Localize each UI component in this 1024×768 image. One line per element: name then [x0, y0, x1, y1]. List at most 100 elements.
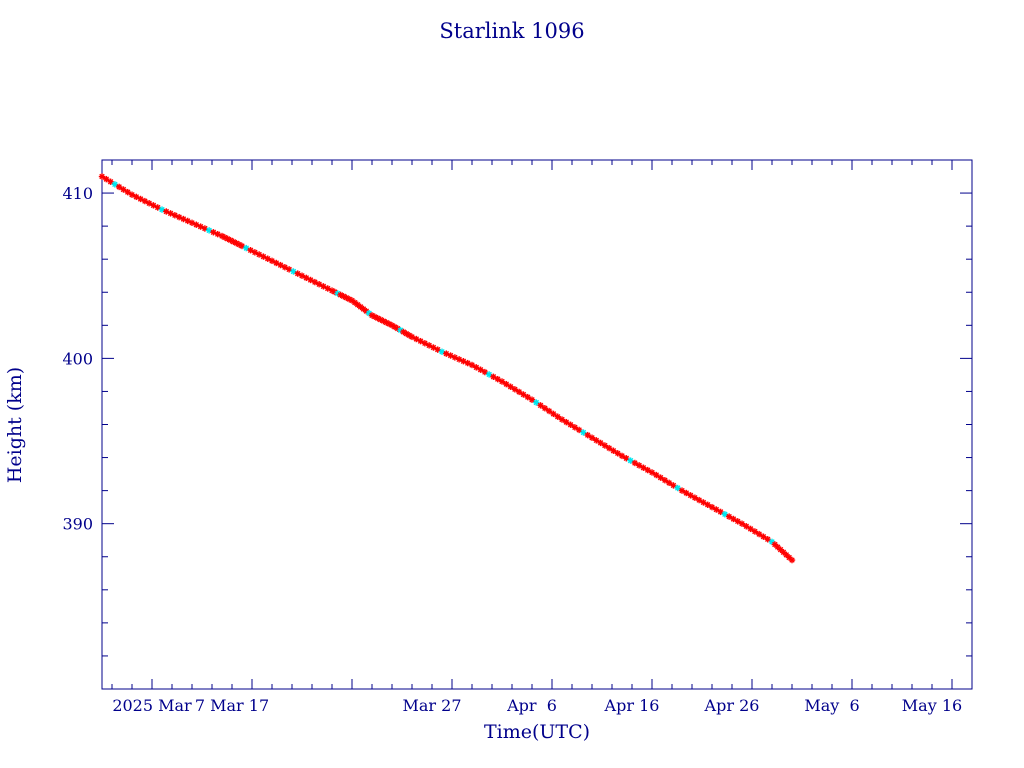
data-point — [98, 173, 106, 180]
data-point — [725, 513, 733, 520]
data-point — [691, 494, 699, 501]
data-point — [665, 479, 673, 487]
x-tick-label: May 6 — [804, 696, 859, 715]
data-point — [734, 518, 741, 525]
series-line — [101, 176, 793, 561]
data-point — [511, 386, 519, 393]
data-point — [468, 361, 476, 369]
data-point — [545, 407, 553, 415]
data-point — [103, 175, 110, 183]
x-tick-label: Apr 16 — [604, 696, 660, 715]
data-point — [481, 368, 489, 376]
data-point — [120, 186, 127, 193]
data-point — [614, 450, 621, 457]
y-axis-label: Height (km) — [4, 367, 26, 483]
data-point — [520, 391, 527, 398]
data-point — [473, 364, 480, 371]
data-point — [593, 437, 600, 444]
data-point — [644, 466, 651, 474]
data-marks — [98, 173, 796, 564]
data-point — [251, 249, 259, 256]
data-point — [678, 487, 686, 494]
data-point — [124, 188, 131, 196]
data-point — [498, 378, 506, 385]
data-point — [528, 396, 536, 403]
data-point — [683, 489, 690, 497]
data-point — [764, 536, 771, 543]
data-point — [115, 183, 123, 191]
data-point — [494, 375, 501, 383]
data-point — [363, 307, 370, 315]
data-point — [653, 471, 660, 479]
data-point — [700, 499, 707, 506]
data-point — [584, 431, 591, 439]
data-point — [377, 316, 384, 323]
data-point — [537, 402, 544, 409]
data-point — [721, 511, 729, 518]
data-point — [563, 418, 570, 426]
data-point — [580, 429, 587, 436]
data-point — [588, 434, 596, 441]
data-point — [751, 528, 759, 535]
x-tick-label: Apr 6 — [506, 696, 557, 715]
x-tick-label: Mar 27 — [402, 696, 461, 715]
data-point — [760, 533, 767, 540]
axes: 2025 Mar 7 Mar 17 Mar 27 Apr 6 Apr 16 Apr 26 M… — [62, 159, 973, 715]
data-point — [640, 464, 647, 471]
x-tick-label: 2025 Mar — [112, 696, 192, 715]
data-point — [670, 482, 677, 489]
data-point — [507, 383, 514, 390]
data-point — [485, 371, 493, 378]
data-point — [755, 530, 763, 538]
data-point — [550, 410, 557, 418]
data-point — [111, 181, 119, 188]
x-axis-label: Time(UTC) — [484, 721, 590, 743]
data-point — [575, 426, 583, 434]
y-tick-label: 400 — [62, 349, 93, 368]
y-tick-label: 390 — [62, 515, 93, 534]
data-point — [490, 373, 497, 380]
data-point — [558, 416, 566, 423]
chart-title: Starlink 1096 — [439, 19, 584, 43]
data-point — [657, 474, 664, 481]
data-point — [515, 388, 523, 396]
data-point — [713, 506, 720, 513]
data-point — [524, 393, 531, 401]
data-point — [601, 442, 609, 449]
data-point — [477, 366, 484, 373]
data-point — [623, 455, 630, 462]
data-point — [610, 447, 617, 454]
data-point — [747, 525, 754, 533]
data-point — [743, 523, 750, 530]
data-point — [541, 405, 549, 412]
data-point — [738, 520, 746, 527]
data-point — [618, 452, 626, 460]
x-tick-label: 7 Mar 17 — [195, 696, 269, 715]
data-point — [704, 501, 711, 508]
data-point — [708, 503, 716, 511]
y-tick-label: 410 — [62, 184, 93, 203]
data-point — [627, 457, 634, 464]
data-point — [695, 496, 703, 504]
data-point — [337, 291, 344, 299]
data-point — [503, 380, 510, 388]
data-point — [571, 424, 579, 431]
x-tick-label: Apr 26 — [704, 696, 760, 715]
data-point — [788, 556, 796, 564]
data-point — [597, 439, 604, 447]
data-point — [141, 197, 149, 205]
data-point — [385, 320, 393, 328]
data-point — [567, 421, 574, 428]
data-point — [631, 459, 639, 467]
data-point — [635, 462, 643, 469]
data-point — [674, 484, 681, 492]
data-point — [717, 508, 724, 516]
data-point — [605, 444, 613, 452]
data-point — [554, 413, 561, 420]
data-point — [687, 492, 694, 499]
data-point — [661, 477, 669, 484]
data-point — [648, 469, 656, 476]
data-point — [730, 515, 737, 523]
x-tick-label: May 16 — [902, 696, 962, 715]
